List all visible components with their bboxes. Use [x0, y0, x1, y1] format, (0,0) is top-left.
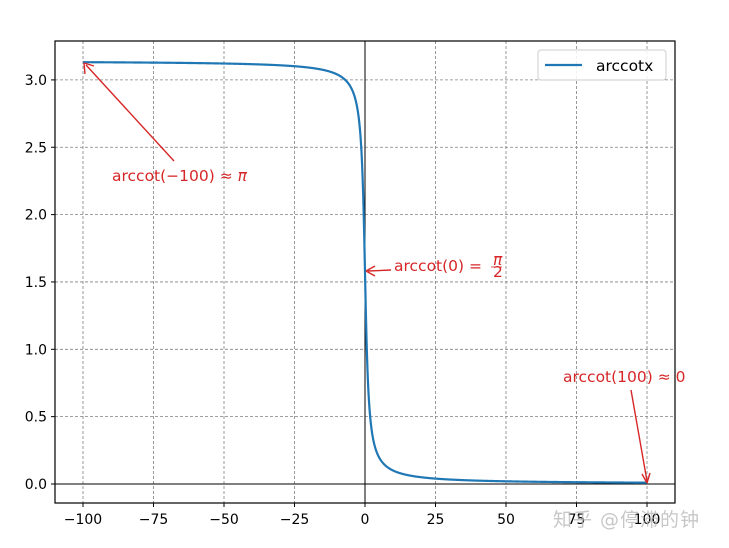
- y-axis-ticks: 0.0 0.5 1.0 1.5 2.0 2.5 3.0: [25, 73, 55, 493]
- x-tick-label: −25: [280, 512, 310, 528]
- annotation-text-neg100: arccot(−100) ≈ π: [112, 167, 248, 185]
- annotation-arccot-100: arccot(100) ≈ 0: [563, 368, 686, 484]
- x-tick-label: −75: [139, 512, 169, 528]
- legend: arccotx: [537, 49, 667, 81]
- y-tick-label: 1.5: [25, 275, 47, 291]
- y-tick-label: 0.5: [25, 410, 47, 426]
- x-axis-ticks: −100 −75 −50 −25 0 25 50 75 100: [64, 503, 661, 528]
- x-tick-label: −50: [209, 512, 239, 528]
- annotation-arccot-neg100: arccot(−100) ≈ π: [83, 62, 248, 185]
- annotation-pi-denominator: 2: [493, 263, 503, 281]
- annotation-pi-numerator: π: [493, 251, 503, 269]
- y-tick-label: 2.5: [25, 140, 47, 156]
- x-tick-label: 75: [568, 512, 586, 528]
- annotations: arccot(−100) ≈ π arccot(0) = π 2 arccot(…: [83, 62, 686, 484]
- annotation-arccot-0: arccot(0) = π 2: [365, 251, 503, 281]
- x-tick-label: 100: [634, 512, 661, 528]
- legend-label: arccotx: [596, 57, 653, 75]
- annotation-text-100: arccot(100) ≈ 0: [563, 368, 686, 386]
- arccot-curve: [82, 61, 647, 484]
- watermark: 知乎 @停滞的钟: [553, 509, 701, 531]
- annotation-text-0: arccot(0) =: [394, 257, 482, 275]
- y-tick-label: 0.0: [25, 477, 47, 493]
- legend-box: [537, 49, 667, 81]
- y-tick-label: 1.0: [25, 342, 47, 358]
- x-tick-label: 0: [361, 512, 370, 528]
- y-tick-label: 3.0: [25, 73, 47, 89]
- x-tick-label: 25: [427, 512, 445, 528]
- x-tick-label: 50: [497, 512, 515, 528]
- x-tick-label: −100: [64, 512, 102, 528]
- y-tick-label: 2.0: [25, 208, 47, 224]
